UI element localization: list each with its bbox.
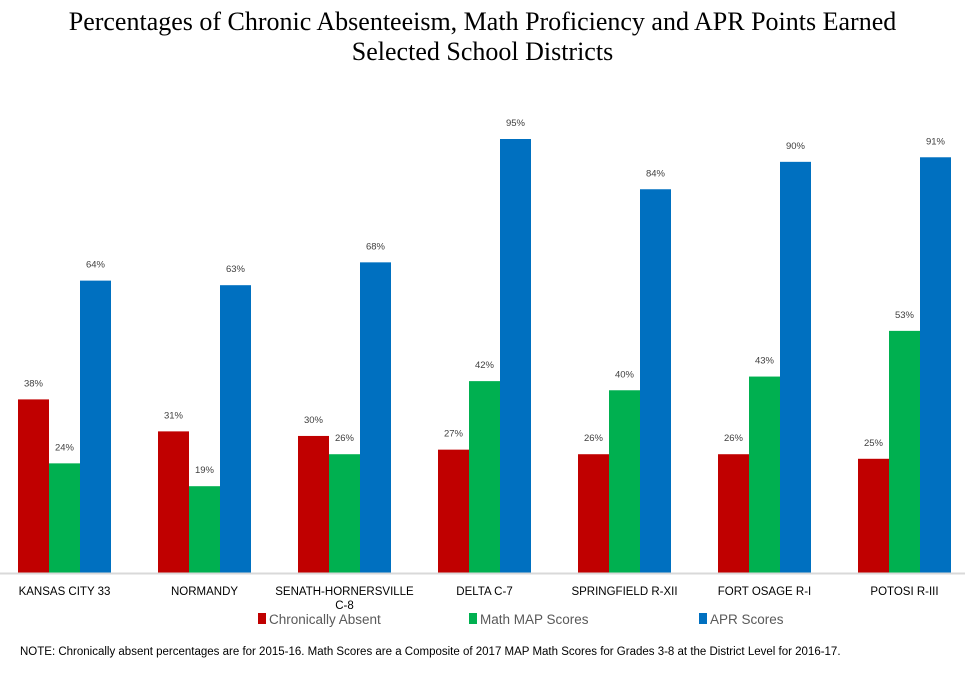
bar-apr-scores: [920, 157, 951, 573]
bar-math-map-scores: [889, 330, 920, 573]
category-label: FORT OSAGE R-I: [718, 586, 812, 598]
bar-chronically-absent: [858, 458, 889, 573]
bar-apr-scores: [500, 139, 531, 573]
bar-apr-scores: [220, 285, 251, 573]
chart-subtitle: Selected School Districts: [352, 37, 613, 66]
data-label: 31%: [164, 410, 184, 421]
bar-chronically-absent: [18, 399, 49, 573]
bar-apr-scores: [780, 161, 811, 573]
legend-swatch: [469, 613, 477, 624]
bar-apr-scores: [80, 280, 111, 573]
data-label: 53%: [895, 310, 915, 321]
data-label: 68%: [366, 241, 386, 252]
bar-chronically-absent: [718, 454, 749, 573]
bar-chronically-absent: [158, 431, 189, 573]
data-label: 40%: [615, 369, 635, 380]
data-label: 91%: [926, 136, 946, 147]
category-label: KANSAS CITY 33: [19, 586, 111, 598]
legend-label: APR Scores: [710, 612, 784, 627]
bar-math-map-scores: [609, 390, 640, 573]
category-label: C-8: [335, 600, 354, 612]
bar-apr-scores: [640, 189, 671, 573]
bar-math-map-scores: [49, 463, 80, 573]
data-label: 63%: [226, 264, 246, 275]
data-label: 42%: [475, 360, 495, 371]
data-label: 27%: [444, 429, 464, 440]
data-label: 26%: [335, 433, 355, 444]
bar-chronically-absent: [438, 449, 469, 573]
category-label: SENATH-HORNERSVILLE: [275, 586, 414, 598]
legend-label: Math MAP Scores: [480, 612, 589, 627]
data-label: 26%: [584, 433, 604, 444]
category-label: SPRINGFIELD R-XII: [571, 586, 677, 598]
category-label: NORMANDY: [171, 586, 238, 598]
bar-math-map-scores: [329, 454, 360, 573]
legend-swatch: [258, 613, 266, 624]
legend-label: Chronically Absent: [269, 612, 381, 627]
data-label: 95%: [506, 118, 526, 129]
data-label: 19%: [195, 465, 215, 476]
bar-apr-scores: [360, 262, 391, 573]
data-label: 84%: [646, 168, 666, 179]
data-label: 24%: [55, 442, 75, 453]
data-label: 43%: [755, 356, 775, 367]
data-label: 38%: [24, 378, 44, 389]
bar-math-map-scores: [189, 486, 220, 573]
data-label: 26%: [724, 433, 744, 444]
bar-chronically-absent: [298, 435, 329, 573]
chart-title: Percentages of Chronic Absenteeism, Math…: [69, 7, 897, 36]
category-label: POTOSI R-III: [870, 586, 938, 598]
legend-swatch: [699, 613, 707, 624]
data-label: 64%: [86, 260, 106, 271]
category-label: DELTA C-7: [456, 586, 512, 598]
bar-math-map-scores: [749, 376, 780, 573]
data-label: 30%: [304, 415, 324, 426]
bar-chronically-absent: [578, 454, 609, 573]
data-label: 25%: [864, 438, 884, 449]
chart-note: NOTE: Chronically absent percentages are…: [20, 646, 841, 658]
data-label: 90%: [786, 141, 806, 152]
bar-math-map-scores: [469, 381, 500, 573]
